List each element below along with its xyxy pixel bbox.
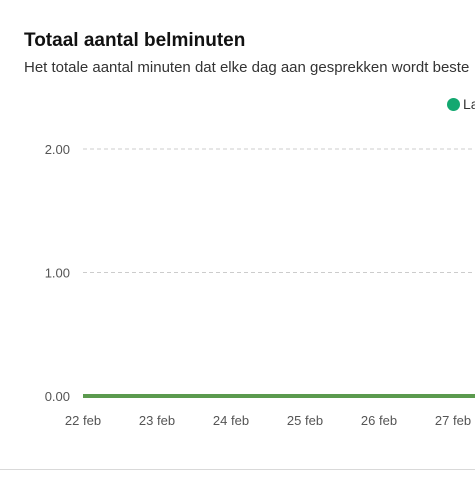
x-tick-label: 25 feb [287, 413, 323, 428]
x-tick-label: 22 feb [65, 413, 101, 428]
y-tick-label: 0.00 [45, 389, 70, 404]
y-axis-ticks: 0.00 1.00 2.00 [45, 142, 70, 404]
grid-lines [83, 148, 475, 273]
x-tick-label: 24 feb [213, 413, 249, 428]
x-axis-ticks: 22 feb 23 feb 24 feb 25 feb 26 feb 27 feb [65, 413, 471, 428]
x-tick-label: 26 feb [361, 413, 397, 428]
y-tick-label: 1.00 [45, 266, 70, 281]
line-chart: 0.00 1.00 2.00 22 feb 23 feb 24 feb 25 feb 26 … [45, 142, 475, 428]
bottom-divider [0, 469, 475, 470]
chart-title: Totaal aantal belminuten [24, 30, 246, 51]
legend[interactable]: La [447, 96, 475, 112]
chart-card: Totaal aantal belminuten Het totale aant… [24, 30, 475, 428]
x-tick-label: 27 feb [435, 413, 471, 428]
chart-subtitle: Het totale aantal minuten dat elke dag a… [24, 59, 470, 76]
legend-label: La [463, 96, 475, 112]
legend-dot-icon [447, 97, 460, 111]
y-tick-label: 2.00 [45, 142, 70, 157]
x-tick-label: 23 feb [139, 413, 175, 428]
